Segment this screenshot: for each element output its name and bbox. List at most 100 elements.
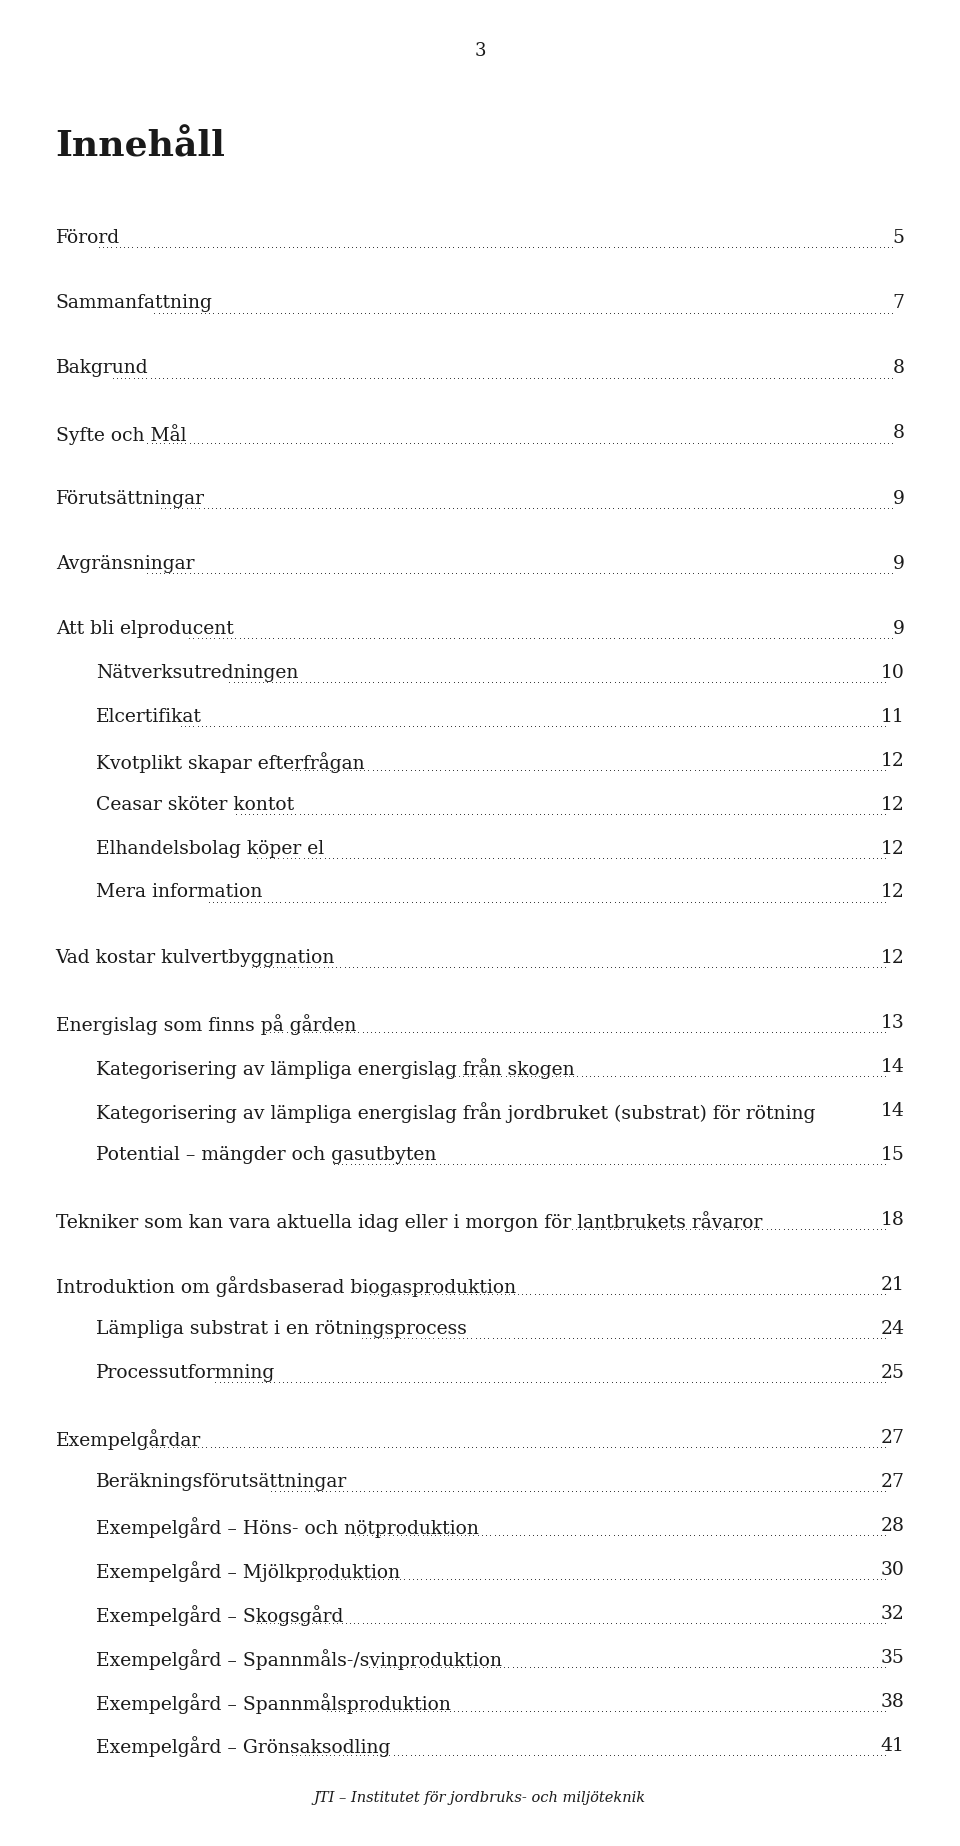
Point bbox=[266, 1432, 281, 1462]
Point bbox=[271, 1608, 286, 1637]
Point bbox=[365, 755, 380, 785]
Point bbox=[409, 711, 424, 740]
Point bbox=[616, 1564, 632, 1593]
Point bbox=[390, 428, 405, 458]
Point bbox=[661, 297, 677, 327]
Point bbox=[406, 1368, 421, 1397]
Point bbox=[292, 1368, 307, 1397]
Point bbox=[232, 711, 248, 740]
Text: Exempelgård – Skogsgård: Exempelgård – Skogsgård bbox=[96, 1604, 344, 1626]
Point bbox=[381, 1521, 396, 1551]
Point bbox=[738, 1061, 754, 1091]
Point bbox=[522, 888, 538, 917]
Point bbox=[814, 1741, 829, 1770]
Point bbox=[539, 1150, 554, 1180]
Point bbox=[619, 1696, 635, 1726]
Point bbox=[418, 1564, 433, 1593]
Point bbox=[598, 755, 613, 785]
Point bbox=[861, 1215, 876, 1244]
Point bbox=[675, 1696, 690, 1726]
Point bbox=[308, 844, 324, 873]
Point bbox=[469, 557, 485, 587]
Point bbox=[745, 493, 760, 522]
Point bbox=[595, 1061, 611, 1091]
Point bbox=[802, 1608, 817, 1637]
Point bbox=[391, 1741, 406, 1770]
Point bbox=[502, 953, 517, 982]
Point bbox=[650, 1324, 665, 1353]
Point bbox=[300, 799, 316, 829]
Point bbox=[390, 1150, 405, 1180]
Point bbox=[428, 755, 444, 785]
Point bbox=[777, 1564, 792, 1593]
Point bbox=[671, 844, 686, 873]
Point bbox=[396, 1279, 412, 1309]
Point bbox=[855, 493, 871, 522]
Point bbox=[851, 557, 866, 587]
Point bbox=[484, 364, 499, 393]
Point bbox=[818, 755, 833, 785]
Point bbox=[519, 1432, 535, 1462]
Point bbox=[844, 1521, 859, 1551]
Point bbox=[368, 1564, 383, 1593]
Point bbox=[549, 1432, 564, 1462]
Point bbox=[767, 624, 782, 653]
Point bbox=[428, 1741, 444, 1770]
Point bbox=[271, 1368, 286, 1397]
Point bbox=[826, 233, 841, 262]
Point bbox=[764, 1608, 780, 1637]
Point bbox=[358, 364, 373, 393]
Point bbox=[109, 364, 125, 393]
Point bbox=[848, 1061, 863, 1091]
Point bbox=[856, 799, 872, 829]
Point bbox=[483, 1150, 498, 1180]
Point bbox=[408, 233, 423, 262]
Point bbox=[344, 1477, 359, 1506]
Point bbox=[271, 1432, 286, 1462]
Point bbox=[570, 799, 586, 829]
Text: 27: 27 bbox=[880, 1429, 904, 1447]
Point bbox=[831, 1150, 847, 1180]
Point bbox=[292, 1608, 307, 1637]
Point bbox=[262, 711, 277, 740]
Point bbox=[646, 1608, 661, 1637]
Point bbox=[738, 1696, 754, 1726]
Point bbox=[746, 1150, 761, 1180]
Point bbox=[852, 1215, 868, 1244]
Point bbox=[526, 297, 541, 327]
Point bbox=[287, 844, 302, 873]
Point bbox=[583, 1061, 598, 1091]
Point bbox=[586, 755, 601, 785]
Point bbox=[443, 1279, 458, 1309]
Point bbox=[310, 233, 325, 262]
Point bbox=[252, 888, 267, 917]
Point bbox=[354, 624, 370, 653]
Point bbox=[661, 668, 677, 698]
Point bbox=[607, 624, 622, 653]
Point bbox=[560, 1652, 575, 1682]
Point bbox=[362, 888, 377, 917]
Point bbox=[392, 364, 407, 393]
Point bbox=[780, 1608, 796, 1637]
Point bbox=[747, 711, 762, 740]
Point bbox=[399, 233, 415, 262]
Point bbox=[497, 953, 513, 982]
Point bbox=[279, 1017, 295, 1047]
Point bbox=[708, 1696, 724, 1726]
Point bbox=[793, 1741, 808, 1770]
Point bbox=[525, 557, 540, 587]
Point bbox=[741, 428, 756, 458]
Point bbox=[793, 1564, 808, 1593]
Point bbox=[804, 493, 820, 522]
Point bbox=[486, 711, 501, 740]
Point bbox=[805, 1652, 821, 1682]
Point bbox=[523, 953, 539, 982]
Point bbox=[861, 1696, 876, 1726]
Point bbox=[393, 1017, 408, 1047]
Point bbox=[471, 888, 487, 917]
Point bbox=[678, 1521, 693, 1551]
Point bbox=[775, 364, 790, 393]
Point bbox=[604, 1368, 619, 1397]
Point bbox=[861, 1521, 876, 1551]
Point bbox=[463, 1696, 478, 1726]
